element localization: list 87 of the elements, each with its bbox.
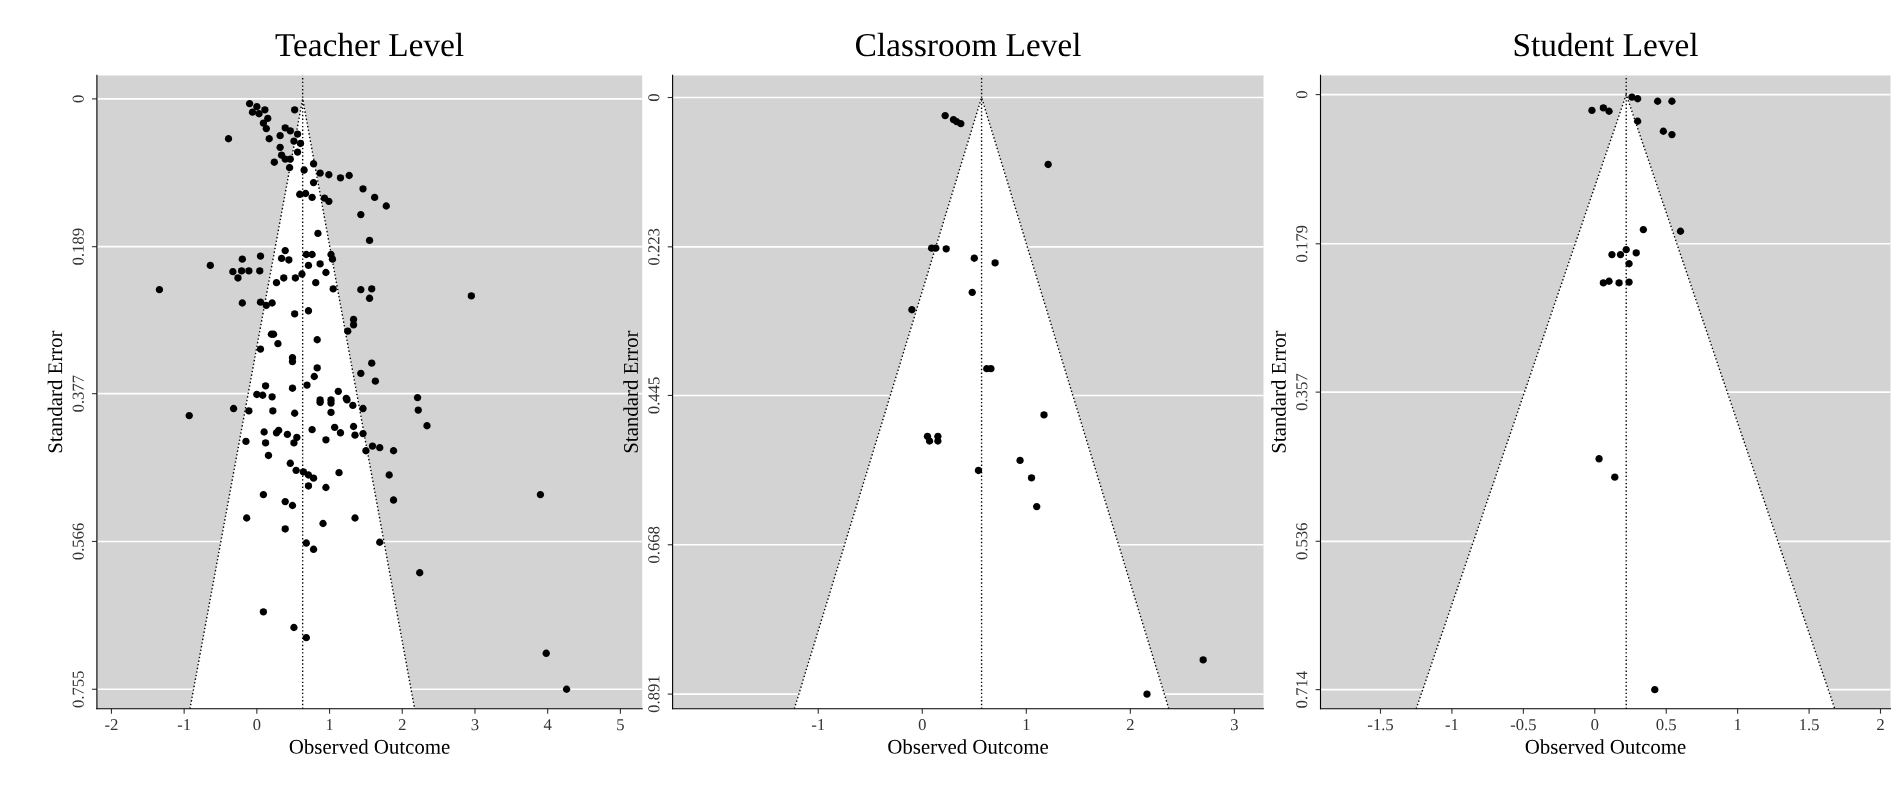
x-tick-label: 0.5 bbox=[1656, 719, 1676, 731]
x-tick-label: 0 bbox=[918, 719, 926, 731]
x-tick-label: 2 bbox=[398, 719, 406, 731]
point bbox=[1633, 95, 1642, 103]
point bbox=[1016, 456, 1024, 465]
point bbox=[1599, 279, 1608, 287]
point bbox=[1659, 127, 1668, 135]
chart-title: Student Level bbox=[1514, 32, 1698, 57]
y-tick-label: 0.377 bbox=[72, 375, 84, 412]
x-tick-label: 1 bbox=[326, 719, 333, 731]
y-tick-label: 0.445 bbox=[648, 377, 660, 414]
point bbox=[1033, 502, 1041, 511]
x-tick-label: 2 bbox=[1126, 719, 1134, 731]
point bbox=[1676, 227, 1685, 235]
x-tick-label: -2 bbox=[105, 719, 118, 731]
y-tick-label: 0 bbox=[1296, 91, 1308, 99]
y-tick-label: 0.179 bbox=[1296, 225, 1308, 262]
point bbox=[1639, 225, 1648, 234]
x-tick-label: -1 bbox=[811, 719, 825, 731]
x-tick-label: 2 bbox=[1877, 719, 1884, 731]
point bbox=[1651, 685, 1659, 694]
y-tick-label: 0.357 bbox=[1296, 373, 1308, 411]
point bbox=[974, 466, 983, 475]
x-tick-label: 0 bbox=[1591, 719, 1599, 731]
point bbox=[1625, 260, 1633, 268]
x-axis-title: Observed Outcome bbox=[289, 739, 450, 754]
point bbox=[1199, 656, 1207, 664]
y-tick-label: 0 bbox=[72, 95, 84, 103]
point bbox=[1040, 411, 1048, 419]
point bbox=[957, 119, 965, 128]
point bbox=[1622, 245, 1630, 254]
point bbox=[1143, 690, 1151, 698]
x-tick-label: 1 bbox=[1734, 719, 1741, 731]
y-axis-title: Standard Error bbox=[47, 330, 63, 453]
x-tick-label: -1 bbox=[1445, 719, 1458, 731]
point bbox=[934, 437, 942, 445]
y-tick-label: 0.891 bbox=[648, 676, 660, 713]
y-tick-label: 0.189 bbox=[72, 228, 84, 265]
y-tick-label: 0.668 bbox=[648, 526, 660, 563]
point bbox=[1608, 250, 1616, 259]
x-axis-title: Observed Outcome bbox=[888, 739, 1049, 754]
point bbox=[925, 437, 934, 445]
x-tick-label: -1 bbox=[177, 719, 191, 731]
point bbox=[932, 244, 940, 252]
point bbox=[1027, 474, 1036, 482]
point bbox=[1668, 97, 1676, 105]
x-tick-label: 4 bbox=[543, 719, 552, 731]
x-tick-label: 0 bbox=[253, 719, 261, 731]
y-axis-title: Standard Error bbox=[623, 330, 638, 453]
point bbox=[1605, 277, 1613, 285]
point bbox=[1595, 455, 1603, 463]
point bbox=[1599, 104, 1608, 112]
point bbox=[1611, 473, 1619, 481]
point bbox=[941, 111, 949, 120]
point bbox=[1605, 107, 1613, 115]
y-tick-label: 0.566 bbox=[72, 523, 84, 560]
y-tick-label: 0 bbox=[648, 93, 660, 102]
point bbox=[970, 254, 978, 262]
y-tick-label: 0.755 bbox=[72, 671, 84, 708]
point bbox=[1633, 117, 1642, 125]
y-tick-label: 0.714 bbox=[1296, 671, 1308, 708]
x-tick-label: 1.5 bbox=[1800, 719, 1819, 731]
point bbox=[942, 245, 950, 253]
y-axis-title: Standard Error bbox=[1271, 330, 1286, 453]
y-tick-label: 0.536 bbox=[1296, 523, 1308, 560]
point bbox=[1668, 130, 1676, 139]
y-tick-label: 0.223 bbox=[648, 228, 660, 265]
x-tick-label: 3 bbox=[471, 719, 479, 731]
point bbox=[1616, 250, 1625, 259]
x-axis-title: Observed Outcome bbox=[1525, 739, 1686, 754]
point bbox=[1615, 279, 1623, 287]
point bbox=[1632, 249, 1640, 257]
chart-title: Teacher Level bbox=[275, 32, 464, 57]
x-tick-label: 1 bbox=[1023, 719, 1030, 731]
point bbox=[908, 306, 916, 314]
point bbox=[1625, 278, 1633, 286]
point bbox=[1588, 106, 1596, 115]
chart-title: Classroom Level bbox=[856, 32, 1081, 57]
point bbox=[987, 365, 995, 373]
x-tick-label: 5 bbox=[617, 719, 624, 731]
x-tick-label: 3 bbox=[1231, 719, 1238, 731]
point bbox=[1653, 97, 1662, 105]
x-tick-label: -1.5 bbox=[1367, 719, 1394, 731]
point bbox=[991, 259, 999, 267]
point bbox=[968, 288, 976, 297]
x-tick-label: -0.5 bbox=[1510, 719, 1536, 731]
point bbox=[1044, 160, 1052, 169]
